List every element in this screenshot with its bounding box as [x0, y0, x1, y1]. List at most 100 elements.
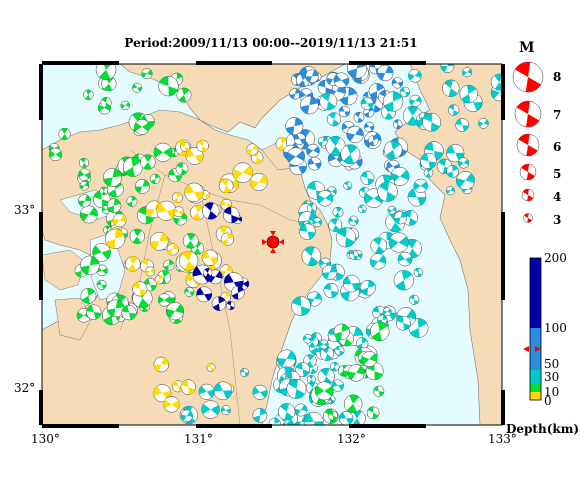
- focal-mechanism-22: [96, 279, 107, 290]
- frame-bar-top-0: [42, 61, 119, 65]
- colorbar-label-0: 0: [544, 394, 552, 408]
- focal-mechanism-281: [387, 205, 397, 215]
- focal-mechanism-375: [180, 409, 194, 422]
- focal-mechanism-141: [202, 202, 220, 220]
- focal-mechanism-12: [141, 68, 153, 80]
- focal-mechanism-317: [330, 362, 340, 372]
- focal-mechanism-339: [373, 385, 385, 397]
- focal-mechanism-189: [333, 72, 350, 89]
- focal-mechanism-260: [413, 267, 423, 278]
- focal-mechanism-231: [422, 112, 441, 132]
- focal-mechanism-346: [343, 394, 363, 413]
- focal-mechanism-66: [129, 228, 145, 244]
- focal-mechanism-286: [348, 215, 359, 226]
- focal-mechanism-74: [134, 178, 150, 194]
- focal-mechanism-144: [231, 285, 245, 300]
- frame-bar-top-2: [196, 61, 272, 65]
- focal-mechanism-222: [447, 104, 460, 116]
- focal-mechanism-209: [340, 144, 361, 165]
- x-tick-133: 133°: [488, 432, 517, 446]
- magnitude-label-4: 4: [553, 190, 562, 204]
- focal-mechanism-313: [295, 362, 311, 378]
- focal-mechanism-360: [440, 64, 455, 73]
- focal-mechanism-123: [218, 178, 234, 194]
- focal-mechanism-128: [180, 142, 190, 152]
- focal-mechanism-249: [349, 250, 359, 260]
- focal-mechanism-324: [334, 345, 345, 356]
- focal-mechanism-352: [462, 67, 473, 78]
- focal-mechanism-194: [286, 147, 305, 166]
- focal-mechanism-271: [335, 227, 356, 248]
- focal-mechanism-227: [326, 112, 342, 127]
- focal-mechanism-365: [459, 84, 478, 104]
- focal-mechanism-204: [343, 181, 353, 191]
- focal-mechanism-238: [301, 246, 322, 267]
- magnitude-legend: [512, 61, 544, 223]
- magnitude-legend-ball-5: [523, 213, 533, 223]
- magnitude-label-5: 5: [553, 167, 562, 181]
- focal-mechanism-76: [121, 304, 137, 321]
- focal-mechanism-105: [156, 200, 177, 221]
- focal-mechanism-288: [328, 218, 343, 232]
- focal-mechanism-116: [112, 213, 127, 228]
- focal-mechanism-112: [171, 192, 183, 204]
- focal-mechanism-79: [165, 302, 185, 321]
- depth-unit-label: Depth(km): [506, 422, 580, 436]
- colorbar-label-100: 100: [544, 321, 567, 335]
- focal-mechanism-235: [306, 291, 322, 307]
- focal-mechanism-179: [391, 77, 403, 89]
- focal-mechanism-363: [408, 68, 422, 83]
- frame-bar-bottom-2: [196, 424, 272, 428]
- focal-mechanism-17: [176, 87, 192, 103]
- focal-mechanism-355: [442, 79, 460, 97]
- focal-mechanism-62: [163, 259, 175, 271]
- focal-mechanism-59: [79, 180, 90, 191]
- focal-mechanism-257: [382, 307, 392, 317]
- focal-mechanism-13: [153, 142, 173, 162]
- focal-mechanism-202: [346, 64, 367, 79]
- focal-mechanism-182: [377, 64, 394, 82]
- focal-mechanism-358: [478, 117, 489, 129]
- focal-mechanism-89: [149, 232, 169, 251]
- focal-mechanism-372: [201, 400, 220, 419]
- focal-mechanism-21: [134, 118, 150, 135]
- focal-mechanism-81: [140, 154, 156, 170]
- focal-mechanism-233: [360, 171, 375, 185]
- focal-mechanism-102: [145, 266, 155, 277]
- focal-mechanism-210: [446, 144, 465, 163]
- focal-mechanism-19: [120, 100, 130, 111]
- focal-mechanism-18: [48, 147, 63, 162]
- focal-mechanism-369: [286, 378, 307, 399]
- focal-mechanism-350: [328, 410, 339, 421]
- focal-mechanism-325: [303, 333, 313, 344]
- focal-mechanism-127: [196, 139, 209, 153]
- focal-mechanism-367: [268, 417, 281, 425]
- focal-mechanism-280: [393, 270, 414, 291]
- focal-mechanism-133: [180, 379, 197, 395]
- focal-mechanism-333: [303, 411, 324, 425]
- colorbar-depth-marker-right: [535, 346, 541, 352]
- focal-mechanism-364: [409, 94, 422, 107]
- magnitude-legend-ball-1: [514, 100, 542, 128]
- focal-mechanism-61: [103, 168, 122, 187]
- shimabara-land: [42, 249, 86, 291]
- magnitude-label-7: 7: [553, 108, 562, 122]
- focal-mechanism-265: [316, 190, 334, 207]
- focal-mechanism-175: [338, 105, 351, 118]
- focal-mechanism-78: [184, 286, 195, 297]
- focal-mechanism-263: [397, 251, 413, 267]
- x-tick-132: 132°: [337, 432, 366, 446]
- colorbar-label-10: 10: [544, 385, 560, 399]
- magnitude-label-3: 3: [553, 213, 562, 227]
- focal-mechanism-273: [332, 206, 344, 218]
- magnitude-legend-ball-4: [521, 188, 535, 202]
- focal-mechanism-200: [367, 135, 379, 146]
- focal-mechanism-132: [153, 384, 172, 403]
- focal-mechanism-203: [364, 121, 375, 132]
- focal-mechanism-136: [163, 396, 180, 413]
- depth-colorbar: [523, 257, 542, 401]
- focal-mechanism-73: [126, 196, 138, 207]
- focal-mechanism-291: [331, 379, 344, 392]
